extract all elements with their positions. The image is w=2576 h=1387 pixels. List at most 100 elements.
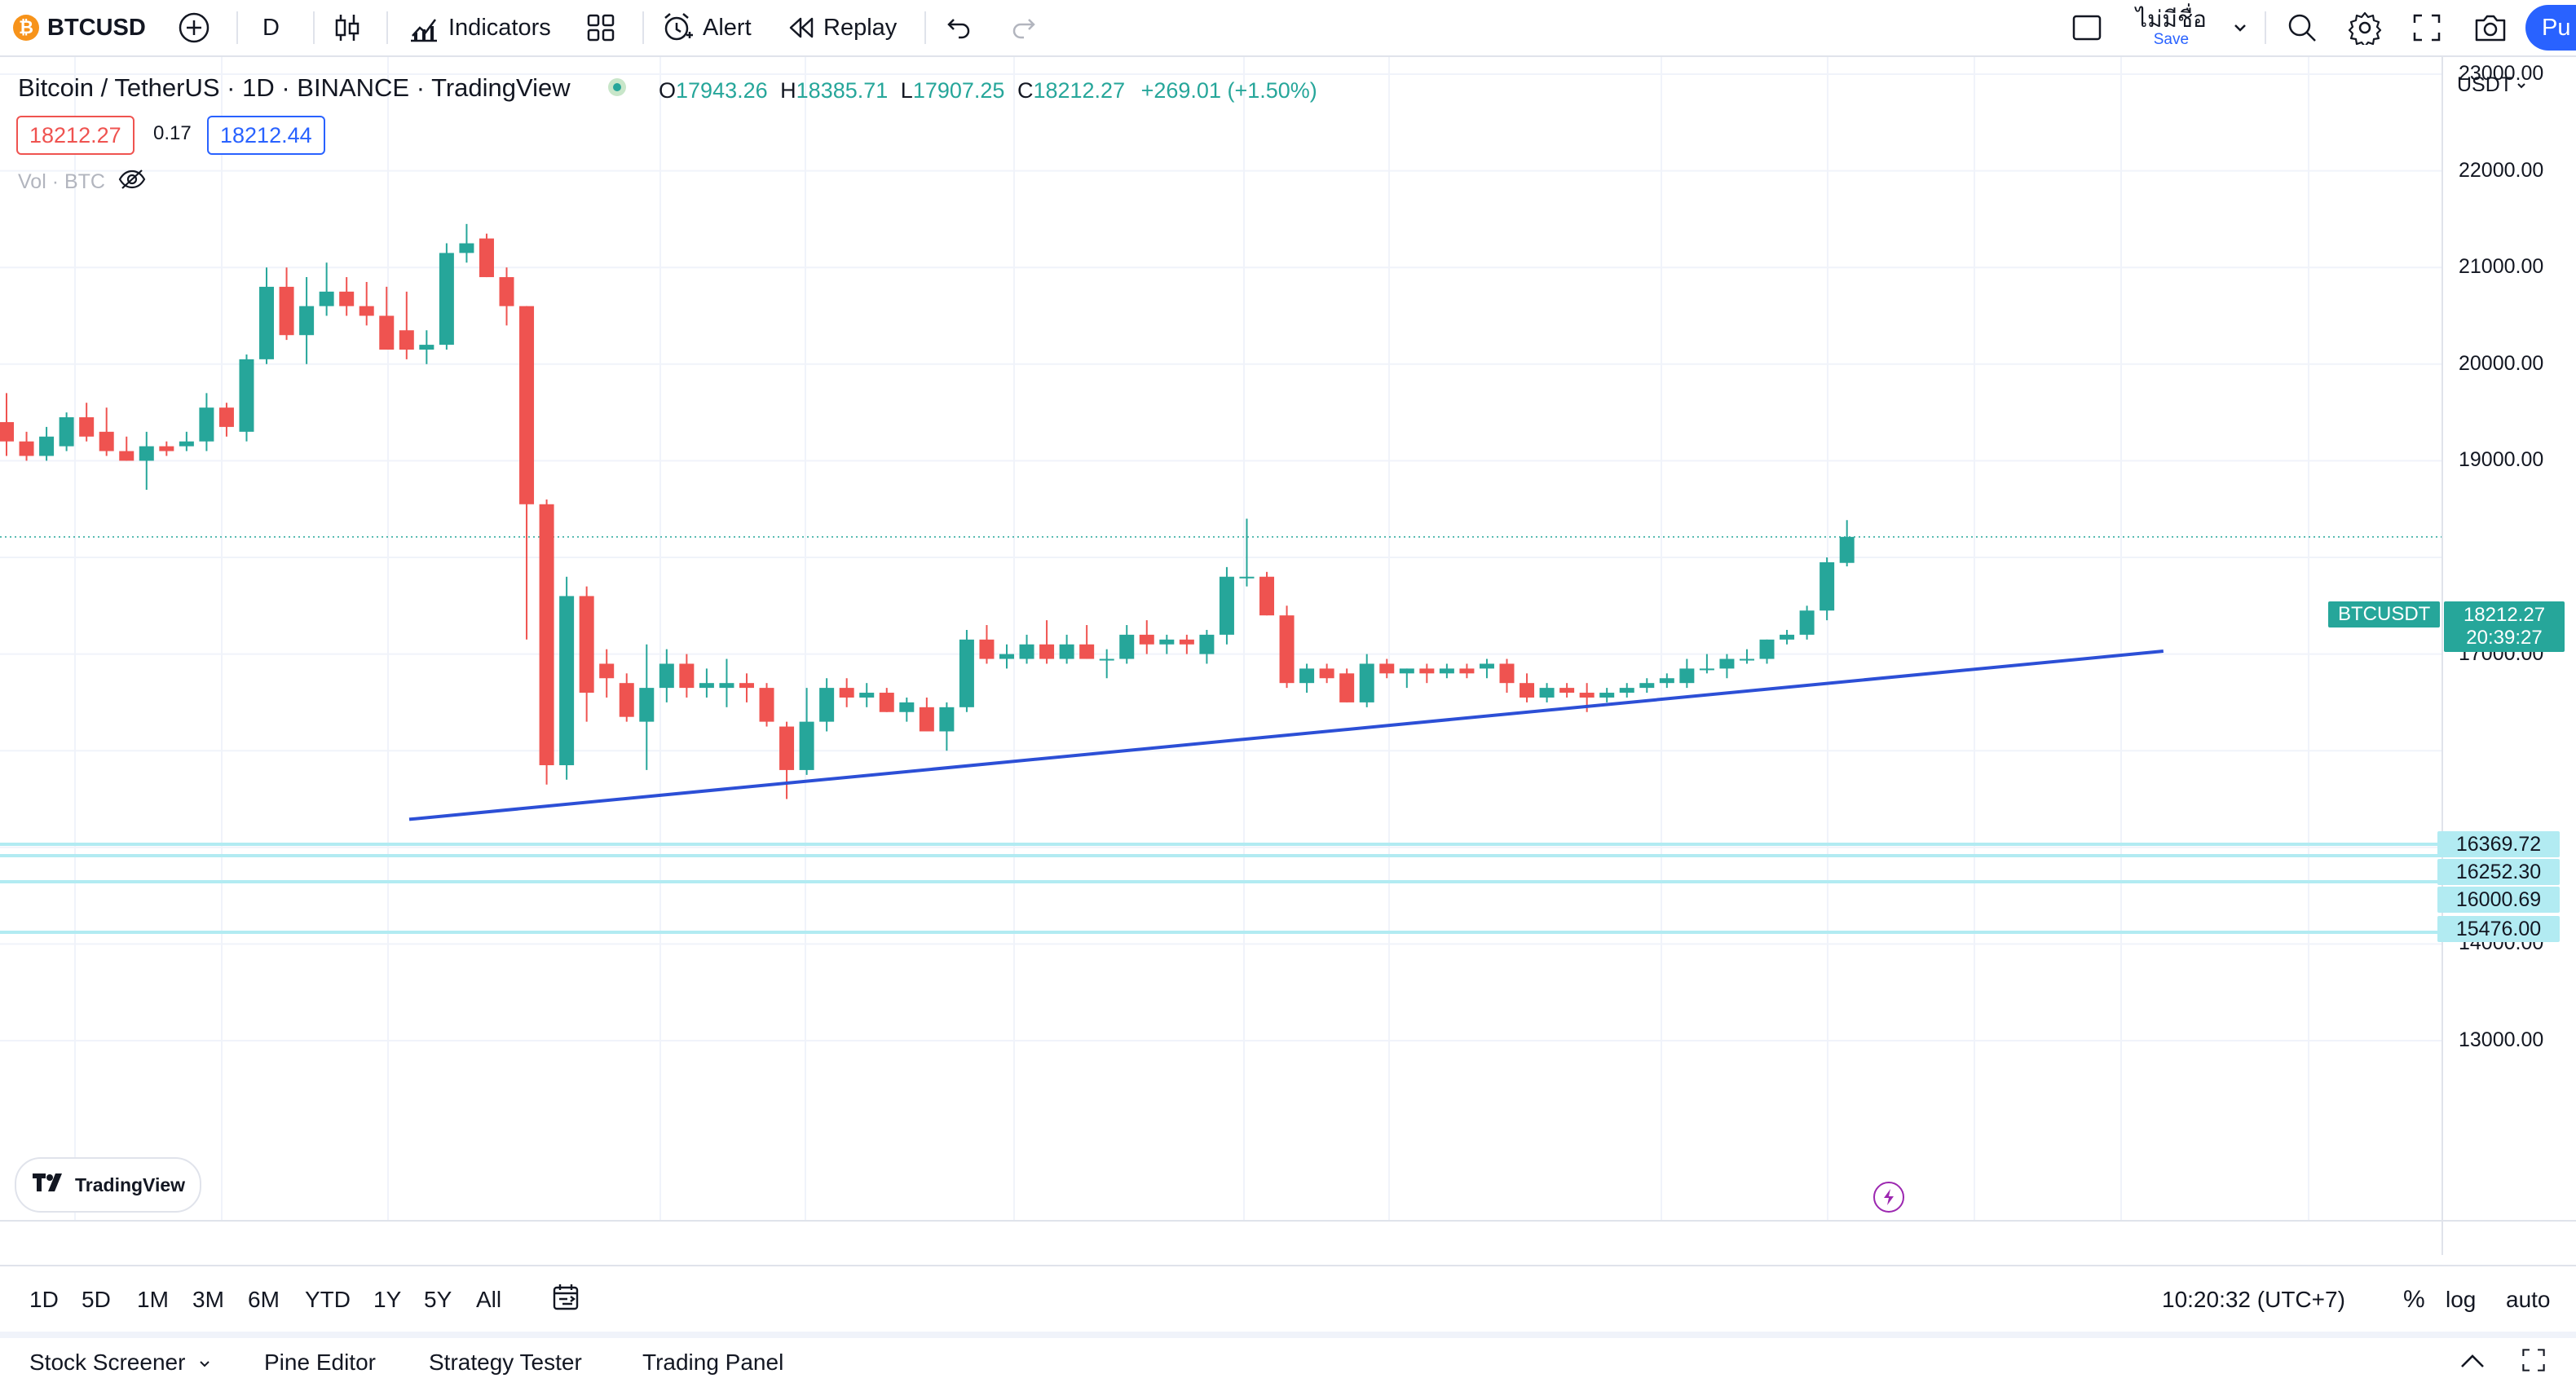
candle <box>719 658 734 707</box>
layout-menu-button[interactable] <box>2230 0 2250 55</box>
range-button-5y[interactable]: 5Y <box>424 1287 452 1312</box>
volume-legend[interactable]: Vol · BTC <box>18 168 146 196</box>
candle <box>839 678 854 707</box>
range-button-5d[interactable]: 5D <box>82 1287 111 1312</box>
candle-body <box>1319 668 1334 679</box>
compare-symbol-button[interactable] <box>178 0 210 55</box>
candle <box>1379 658 1395 679</box>
candle-body <box>1820 561 1835 611</box>
candle <box>1099 649 1114 679</box>
publish-button[interactable]: Pu <box>2525 5 2576 51</box>
candle-body <box>379 315 395 350</box>
candle-body <box>1339 673 1355 702</box>
candle <box>1479 658 1494 679</box>
range-button-3m[interactable]: 3M <box>192 1287 224 1312</box>
candle-body <box>1019 644 1034 659</box>
candle <box>1199 629 1215 664</box>
range-button-1y[interactable]: 1Y <box>373 1287 402 1312</box>
percent-scale-toggle[interactable]: % <box>2403 1286 2425 1313</box>
candle <box>959 629 974 712</box>
candle-body <box>759 688 774 722</box>
go-to-date-button[interactable] <box>551 1266 582 1333</box>
redo-button[interactable] <box>1008 0 1037 55</box>
fullscreen-square-button[interactable] <box>2071 0 2103 55</box>
maximize-panel-button[interactable] <box>2521 1338 2547 1387</box>
settings-button[interactable] <box>2348 0 2382 55</box>
symbol-label: BTCUSD <box>47 14 146 41</box>
candle <box>339 277 355 316</box>
collapse-panel-button[interactable] <box>2459 1338 2486 1387</box>
auto-scale-toggle[interactable]: auto <box>2506 1287 2551 1312</box>
range-button-all[interactable]: All <box>476 1287 502 1312</box>
symbol-legend-title[interactable]: Bitcoin / TetherUS · 1D · BINANCE · Trad… <box>18 73 571 102</box>
timezone-clock[interactable]: 10:20:32 (UTC+7) <box>2162 1287 2345 1312</box>
tab-strategy-tester[interactable]: Strategy Tester <box>429 1350 582 1375</box>
eye-hidden-icon[interactable] <box>118 168 146 196</box>
layout-save-button[interactable]: ไม่มีชื่อ Save <box>2136 0 2207 55</box>
buy-price-button[interactable]: 18212.44 <box>207 116 325 155</box>
log-scale-toggle[interactable]: log <box>2446 1287 2477 1312</box>
alarm-clock-icon <box>660 11 695 45</box>
candle <box>859 683 875 707</box>
gear-icon <box>2348 11 2382 45</box>
candle-body <box>579 596 594 694</box>
tradingview-logo[interactable]: TradingView <box>15 1157 202 1213</box>
candle <box>1039 620 1055 664</box>
alert-button[interactable]: Alert <box>660 0 752 55</box>
candle <box>779 721 795 799</box>
spread-value: 0.17 <box>153 122 192 144</box>
candle-body <box>1759 639 1775 659</box>
candle <box>539 499 554 785</box>
price-tick-label: 19000.00 <box>2459 448 2544 472</box>
symbol-search-button[interactable]: ₿ BTCUSD <box>13 0 146 55</box>
search-button[interactable] <box>2286 0 2318 55</box>
candle <box>919 697 934 732</box>
date-range-bar: 1D 5D 1M 3M 6M YTD 1Y 5Y All 10:20:32 (UTC+7) % … <box>0 1265 2576 1333</box>
interval-label: D <box>262 14 280 41</box>
candle <box>1079 625 1095 659</box>
templates-button[interactable] <box>585 0 616 55</box>
undo-button[interactable] <box>946 0 975 55</box>
candle-body <box>499 277 514 306</box>
candle-body <box>1159 639 1175 645</box>
candle-body <box>19 441 34 456</box>
fullscreen-button[interactable] <box>2411 0 2442 55</box>
candle-body <box>1659 678 1674 684</box>
indicators-button[interactable]: Indicators <box>408 0 551 55</box>
candle-body <box>1039 644 1055 659</box>
chart-type-button[interactable] <box>333 0 362 55</box>
market-status-icon[interactable] <box>608 78 626 96</box>
candle <box>799 688 814 775</box>
expand-icon <box>2411 12 2442 43</box>
tab-stock-screener[interactable]: Stock Screener <box>29 1338 211 1387</box>
sell-price-button[interactable]: 18212.27 <box>16 116 135 155</box>
candle <box>218 403 234 437</box>
range-button-ytd[interactable]: YTD <box>305 1287 351 1312</box>
lightning-event-icon[interactable] <box>1873 1182 1904 1213</box>
candle-body <box>619 683 634 717</box>
candle-body <box>719 683 734 689</box>
interval-button[interactable]: D <box>262 0 280 55</box>
candle-body <box>599 663 615 679</box>
snapshot-button[interactable] <box>2473 0 2508 55</box>
chart-canvas[interactable] <box>0 57 2576 1255</box>
tab-pine-editor[interactable]: Pine Editor <box>264 1350 376 1375</box>
candle <box>1439 663 1454 679</box>
range-button-6m[interactable]: 6M <box>248 1287 280 1312</box>
tab-trading-panel[interactable]: Trading Panel <box>642 1350 784 1375</box>
chevron-down-icon <box>2516 73 2527 97</box>
range-button-1m[interactable]: 1M <box>137 1287 169 1312</box>
candle-body <box>1639 683 1655 689</box>
candle <box>879 688 894 712</box>
candle <box>0 393 14 456</box>
candle-body <box>1299 668 1315 684</box>
currency-selector[interactable]: USDT <box>2457 73 2527 97</box>
candle-body <box>1619 688 1634 694</box>
chart-pane[interactable]: Bitcoin / TetherUS · 1D · BINANCE · Trad… <box>0 57 2576 1310</box>
candle-body <box>1799 610 1815 635</box>
replay-button[interactable]: Replay <box>787 0 897 55</box>
range-button-1d[interactable]: 1D <box>29 1287 59 1312</box>
candle <box>1219 566 1234 645</box>
candle-body <box>1359 663 1374 702</box>
candle <box>1559 683 1575 698</box>
